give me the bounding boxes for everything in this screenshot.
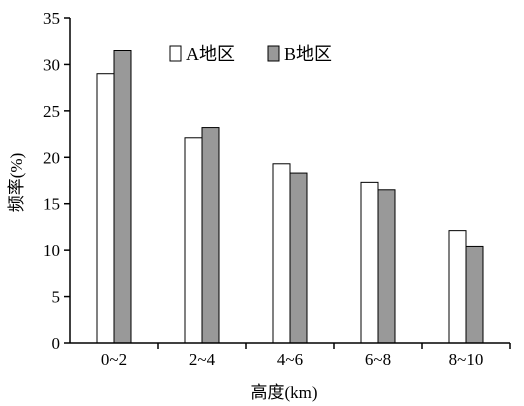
bars [96,50,484,344]
bar-a-0 [96,73,115,344]
bar-a-3 [360,181,379,344]
bar-b-2 [289,172,308,344]
y-axis-title: 频率(%) [7,153,26,212]
y-axis-ticks: 0 5 10 15 20 25 30 35 [43,9,70,353]
x-tick-label: 2~4 [189,350,216,369]
y-tick-label: 35 [43,9,60,28]
bar-b-0 [113,50,132,344]
bar-a-2 [272,163,291,344]
bar-a-1 [184,137,203,344]
y-tick-label: 30 [43,55,60,74]
y-tick-label: 25 [43,102,60,121]
y-tick-label: 0 [52,334,61,353]
x-axis-title: 高度(km) [250,383,317,402]
legend-swatch [169,45,182,62]
y-tick-label: 20 [43,148,60,167]
y-tick-label: 15 [43,195,60,214]
bar-b-4 [465,245,484,344]
legend-swatch [267,45,280,62]
x-axis-ticks: 0~2 2~4 4~6 6~8 8~10 [101,343,511,369]
x-tick-label: 6~8 [365,350,391,369]
legend: A地区 B地区 [169,44,332,64]
x-tick-label: 8~10 [449,350,484,369]
x-tick-label: 4~6 [277,350,303,369]
y-tick-label: 5 [52,288,61,307]
bar-b-3 [377,189,396,344]
y-tick-label: 10 [43,241,60,260]
bar-a-4 [448,230,467,344]
bar-b-1 [201,127,220,344]
legend-label: B地区 [284,44,332,64]
legend-label: A地区 [186,44,235,64]
x-tick-label: 0~2 [101,350,127,369]
